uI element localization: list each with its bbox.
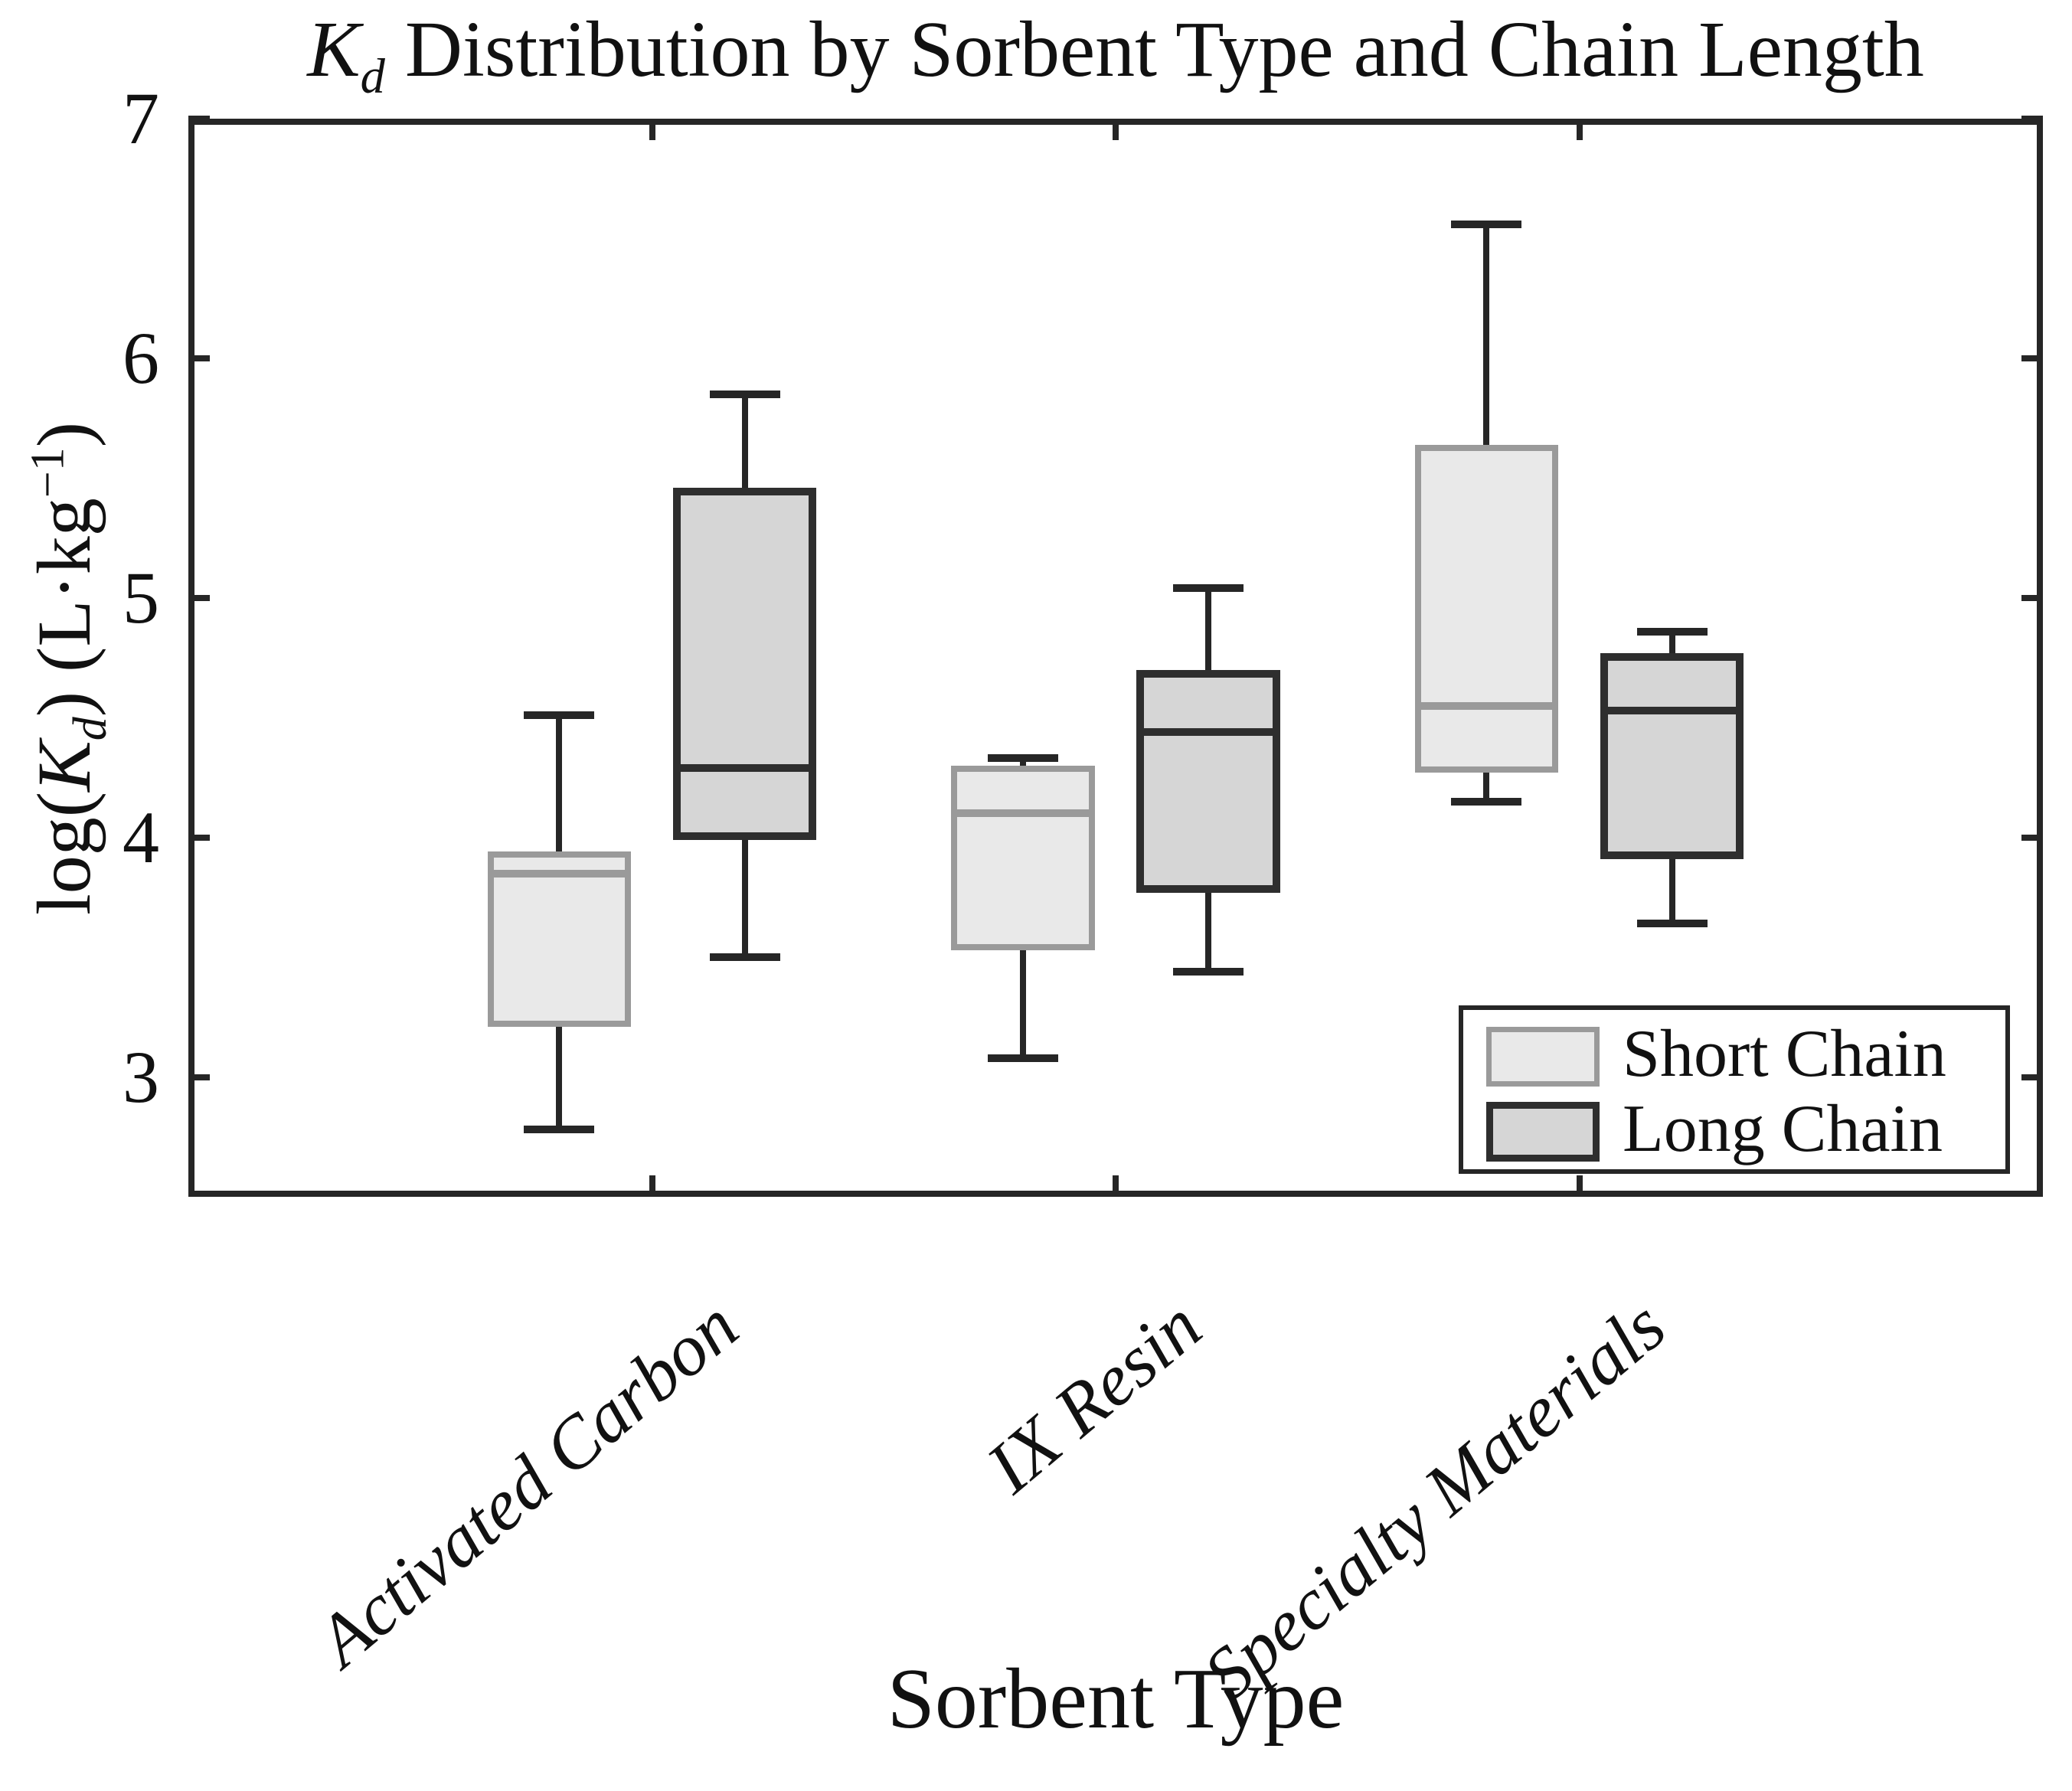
y-tick-left [188,594,210,601]
whisker-upper-short-chain-activated-carbon [556,715,563,852]
ylabel-superscript: −1 [21,447,74,498]
whisker-cap-lower-long-chain-specialty-materials [1636,920,1708,928]
y-tick-label: 5 [123,556,159,639]
legend: Short Chain Long Chain [1459,1005,2010,1174]
x-axis-label: Sorbent Type [887,1652,1345,1747]
box-long-chain-ix-resin [1136,669,1280,893]
whisker-cap-upper-short-chain-ix-resin [987,754,1058,763]
y-tick-label: 3 [123,1035,159,1118]
whisker-lower-long-chain-activated-carbon [741,839,748,958]
median-short-chain-ix-resin [951,809,1095,818]
whisker-cap-lower-long-chain-ix-resin [1173,967,1244,976]
whisker-cap-upper-short-chain-specialty-materials [1451,220,1522,228]
y-tick-label: 6 [123,316,159,399]
legend-swatch-short-chain [1486,1027,1600,1087]
y-tick-right [2021,1074,2043,1080]
legend-swatch-long-chain [1486,1102,1600,1162]
y-tick-right [2021,116,2043,122]
ylabel-close: ) [21,421,106,448]
x-tick-bottom [1576,1175,1583,1197]
x-tick-top [1576,119,1583,140]
x-tick-bottom [1113,1175,1119,1197]
whisker-cap-upper-long-chain-activated-carbon [709,390,780,398]
title-math-symbol: K [307,5,361,93]
legend-label-long-chain: Long Chain [1623,1092,1943,1166]
title-text: Distribution by Sorbent Type and Chain L… [384,5,1924,93]
whisker-upper-long-chain-specialty-materials [1668,631,1675,653]
median-long-chain-specialty-materials [1600,706,1744,714]
whisker-lower-long-chain-ix-resin [1205,892,1212,972]
whisker-lower-short-chain-ix-resin [1019,949,1026,1058]
whisker-lower-short-chain-activated-carbon [556,1026,563,1130]
y-tick-left [188,1074,210,1080]
whisker-cap-lower-short-chain-ix-resin [987,1054,1058,1062]
whisker-cap-upper-long-chain-ix-resin [1173,584,1244,593]
x-tick-top [649,119,655,140]
whisker-cap-lower-long-chain-activated-carbon [709,953,780,962]
y-tick-label: 7 [123,77,159,159]
box-short-chain-specialty-materials [1414,444,1559,773]
whisker-cap-lower-short-chain-specialty-materials [1451,797,1522,806]
median-short-chain-activated-carbon [487,869,632,878]
whisker-lower-long-chain-specialty-materials [1668,858,1675,924]
whisker-upper-short-chain-specialty-materials [1483,224,1490,445]
median-short-chain-specialty-materials [1414,701,1559,710]
legend-label-short-chain: Short Chain [1623,1017,1946,1091]
box-long-chain-activated-carbon [672,487,817,840]
whisker-cap-lower-short-chain-activated-carbon [524,1126,595,1134]
whisker-upper-long-chain-ix-resin [1205,588,1212,670]
y-tick-left [188,116,210,122]
x-tick-bottom [649,1175,655,1197]
legend-row-long-chain: Long Chain [1463,1092,2005,1171]
ylabel-math-symbol: K [21,740,106,792]
y-tick-right [2021,355,2043,361]
median-long-chain-activated-carbon [672,763,817,772]
ylabel-math-subscript: d [64,717,116,741]
whisker-cap-upper-short-chain-activated-carbon [524,711,595,720]
whisker-lower-short-chain-specialty-materials [1483,773,1490,802]
y-tick-left [188,834,210,841]
title-math-subscript: d [360,48,385,103]
y-tick-right [2021,834,2043,841]
whisker-cap-upper-long-chain-specialty-materials [1636,627,1708,636]
y-tick-right [2021,594,2043,601]
box-short-chain-activated-carbon [487,851,632,1027]
box-short-chain-ix-resin [951,765,1095,950]
chart-title: Kd Distribution by Sorbent Type and Chai… [188,5,2043,104]
y-tick-left [188,355,210,361]
legend-row-short-chain: Short Chain [1463,1017,2005,1096]
x-tick-top [1113,119,1119,140]
whisker-upper-long-chain-activated-carbon [741,394,748,488]
y-tick-label: 4 [123,796,159,878]
box-long-chain-specialty-materials [1600,652,1744,859]
y-axis-label: log(Kd) (L·kg−1) [20,171,118,1166]
median-long-chain-ix-resin [1136,727,1280,736]
